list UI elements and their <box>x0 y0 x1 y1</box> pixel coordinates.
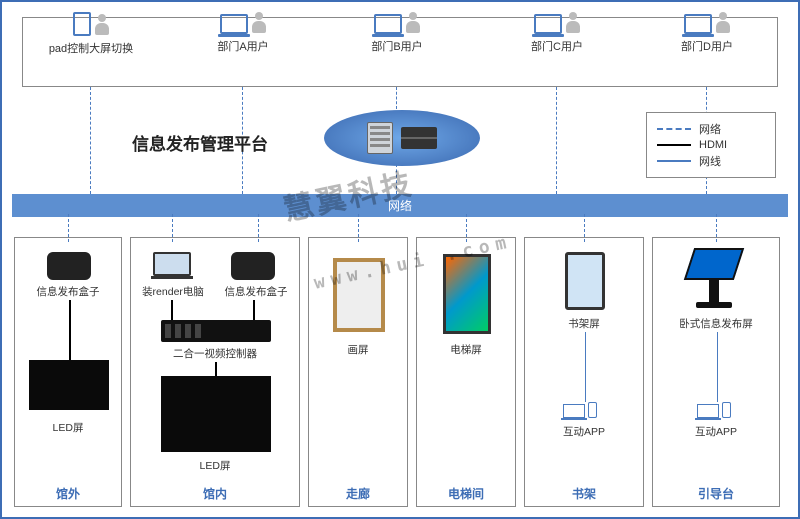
video-controller-icon <box>161 320 271 342</box>
top-user-c: 部门C用户 <box>512 12 602 54</box>
legend-row: 网络 <box>657 121 765 137</box>
server-stack-icon <box>401 127 437 149</box>
device-label: 卧式信息发布屏 <box>653 316 779 331</box>
legend-row: HDMI <box>657 139 765 151</box>
top-user-b: 部门B用户 <box>352 12 442 54</box>
person-icon <box>95 14 109 36</box>
laptop-icon <box>684 14 712 34</box>
tablet-icon <box>73 12 91 36</box>
legend-swatch-dashed <box>657 128 691 130</box>
zone-guanwai: 信息发布盒子 LED屏 馆外 <box>14 237 122 507</box>
laptop-icon <box>374 14 402 34</box>
zone-label: 馆外 <box>15 485 121 502</box>
zone-label: 走廊 <box>309 485 407 502</box>
person-icon <box>406 12 420 34</box>
device-label: 信息发布盒子 <box>15 284 121 299</box>
led-panel-icon <box>161 376 271 452</box>
hdmi-line <box>171 300 173 320</box>
net-line <box>90 87 91 194</box>
zone-zoulang: 画屏 走廊 <box>308 237 408 507</box>
net-line <box>396 87 397 109</box>
laptop-icon <box>220 14 248 34</box>
device-label: 互动APP <box>525 424 643 439</box>
device-label: 装render电脑 <box>135 284 211 299</box>
server-cloud <box>324 110 480 166</box>
platform-title: 信息发布管理平台 <box>132 130 268 155</box>
legend-row: 网线 <box>657 153 765 169</box>
top-user-label: 部门A用户 <box>198 38 288 54</box>
legend-swatch-solid-blue <box>657 160 691 162</box>
lan-line <box>717 332 718 402</box>
top-user-pad: pad控制大屏切换 <box>36 12 146 56</box>
mini-laptop-icon <box>697 404 719 418</box>
elevator-screen-icon <box>443 254 491 334</box>
device-label: LED屏 <box>131 458 299 473</box>
zone-yindao: 卧式信息发布屏 互动APP 引导台 <box>652 237 780 507</box>
zone-guannei: 装render电脑 信息发布盒子 二合一视频控制器 LED屏 馆内 <box>130 237 300 507</box>
zone-shujia: 书架屏 互动APP 书架 <box>524 237 644 507</box>
top-user-d: 部门D用户 <box>662 12 752 54</box>
person-icon <box>252 12 266 34</box>
legend-box: 网络 HDMI 网线 <box>646 112 776 178</box>
zone-label: 馆内 <box>131 485 299 502</box>
legend-label: HDMI <box>699 139 727 151</box>
render-laptop-icon <box>153 252 191 276</box>
diagram-canvas: pad控制大屏切换 部门A用户 部门B用户 部门C用户 部门D用户 信息发布管理… <box>0 0 800 519</box>
top-user-label: 部门D用户 <box>662 38 752 54</box>
top-user-label: pad控制大屏切换 <box>36 40 146 56</box>
person-icon <box>716 12 730 34</box>
shelf-tablet-icon <box>565 252 605 310</box>
device-label: 书架屏 <box>525 316 643 331</box>
hdmi-line <box>69 300 71 360</box>
app-devices-icon <box>697 402 731 418</box>
led-panel-icon <box>29 360 109 410</box>
device-label: 信息发布盒子 <box>215 284 297 299</box>
kiosk-icon <box>689 248 739 308</box>
publish-box-icon <box>47 252 91 280</box>
device-label: 互动APP <box>653 424 779 439</box>
device-label: 画屏 <box>309 342 407 357</box>
app-devices-icon <box>563 402 597 418</box>
painting-frame-icon <box>333 258 385 332</box>
device-label: 二合一视频控制器 <box>131 346 299 361</box>
person-icon <box>566 12 580 34</box>
hdmi-line <box>253 300 255 320</box>
top-user-a: 部门A用户 <box>198 12 288 54</box>
laptop-icon <box>534 14 562 34</box>
network-bar: 网络 <box>12 194 788 217</box>
mini-laptop-icon <box>563 404 585 418</box>
mini-phone-icon <box>588 402 597 418</box>
device-label: LED屏 <box>15 420 121 435</box>
zone-dianti: 电梯屏 电梯间 <box>416 237 516 507</box>
legend-label: 网络 <box>699 121 721 137</box>
network-bar-label: 网络 <box>388 199 412 213</box>
zone-label: 引导台 <box>653 485 779 502</box>
device-label: 电梯屏 <box>417 342 515 357</box>
top-user-label: 部门C用户 <box>512 38 602 54</box>
publish-box-icon <box>231 252 275 280</box>
lan-line <box>585 332 586 402</box>
net-line <box>556 87 557 194</box>
mini-phone-icon <box>722 402 731 418</box>
zone-label: 电梯间 <box>417 485 515 502</box>
top-user-label: 部门B用户 <box>352 38 442 54</box>
server-icon <box>367 122 393 154</box>
net-line <box>396 164 397 194</box>
legend-swatch-solid-black <box>657 144 691 146</box>
hdmi-line <box>215 362 217 376</box>
legend-label: 网线 <box>699 153 721 169</box>
zone-label: 书架 <box>525 485 643 502</box>
